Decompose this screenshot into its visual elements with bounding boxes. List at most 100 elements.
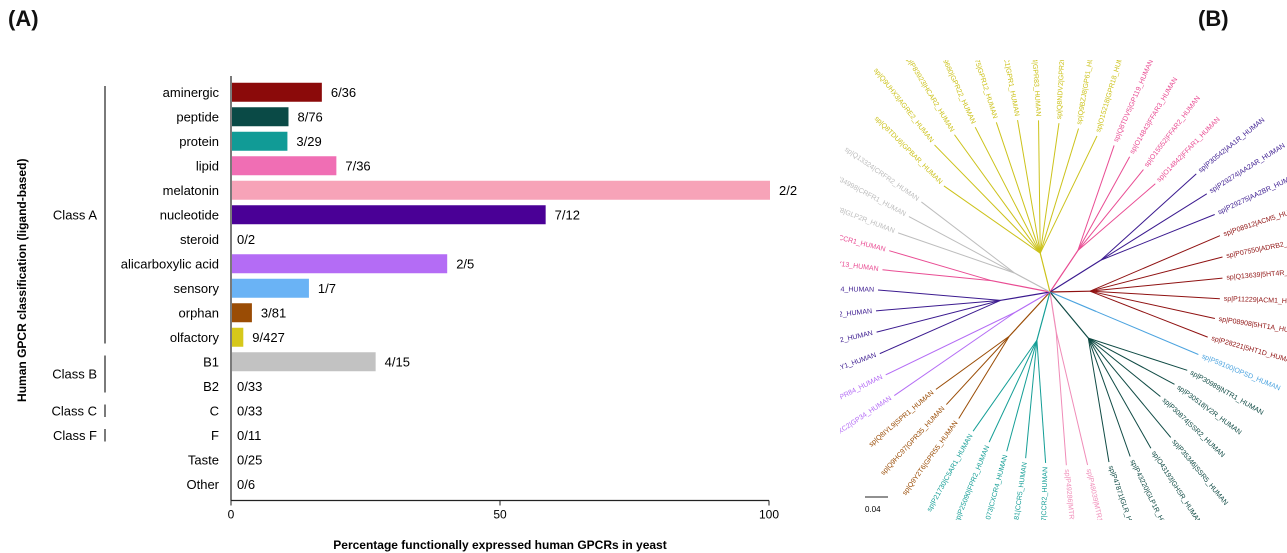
bar [232, 303, 252, 323]
x-tick-label: 100 [759, 508, 779, 522]
phylogenetic-tree: sp|Q8TDU6|GPBAR_HUMANsp|Q9UHX3|AGRE2_HUM… [840, 60, 1287, 520]
category-label: Taste [188, 452, 219, 467]
tree-branch [877, 289, 1001, 301]
tree-branch [1100, 214, 1215, 261]
bar [232, 107, 289, 127]
tree-leaf-label: sp|Q9BXC1|GPR1_HUMAN [997, 60, 1020, 117]
data-label: 4/15 [385, 354, 410, 369]
category-label: aminergic [163, 85, 220, 100]
category-label: C [210, 403, 219, 418]
tree-branch [995, 122, 1041, 254]
tree-branch [1077, 156, 1131, 251]
bar [232, 327, 244, 347]
tree-branch [1025, 340, 1038, 459]
tree-branch [1006, 340, 1038, 452]
bar [232, 131, 288, 151]
tree-branch [1089, 290, 1220, 300]
tree-branch [908, 216, 1015, 274]
bar [232, 82, 322, 102]
tree-branch [1077, 169, 1144, 251]
category-label: Other [186, 477, 219, 492]
tree-branch [1039, 253, 1051, 293]
data-label: 7/36 [345, 158, 370, 173]
tree-leaf-label: sp|Q9BXC2|GP34_HUMAN [840, 395, 893, 449]
bar [232, 156, 337, 176]
tree-branch [1014, 272, 1051, 293]
category-label: F [211, 428, 219, 443]
bar [232, 180, 770, 200]
tree-leaf-label: sp|P11229|ACM1_HUMAN [1224, 296, 1287, 306]
group-label: Class A [53, 207, 97, 222]
tree-branch [1036, 291, 1051, 341]
tree-branch [1055, 331, 1089, 466]
tree-branch [921, 201, 1016, 274]
tree-branch [1087, 337, 1172, 438]
category-label: alicarboxylic acid [121, 256, 219, 271]
data-label: 8/76 [297, 109, 322, 124]
tree-leaf-label: sp|P41231|P2RY2_HUMAN [840, 330, 874, 356]
tree-leaf-label: sp|Q9HC97|GPR35_HUMAN [880, 405, 947, 477]
tree-branch [889, 250, 992, 282]
tree-leaf-label: sp|P07550|ADRB2_HUMAN [1226, 236, 1287, 260]
tree-leaf-label: sp|Q9NYM4|GPR83_HUMAN [1028, 60, 1041, 117]
tree-branch [1088, 337, 1175, 385]
data-label: 2/2 [779, 183, 797, 198]
tree-branch [1008, 291, 1051, 337]
category-label: peptide [176, 109, 219, 124]
category-label: nucleotide [160, 207, 219, 222]
tree-branch [1087, 337, 1152, 449]
data-label: 0/2 [237, 232, 255, 247]
tree-leaf-label: sp|P41597|CCR2_HUMAN [1040, 467, 1049, 520]
category-label: melatonin [163, 183, 219, 198]
group-label: Class B [52, 367, 97, 382]
tree-branch [875, 299, 1001, 312]
data-label: 0/11 [237, 428, 261, 443]
tree-branch [1077, 145, 1115, 251]
tree-branch [945, 335, 1010, 405]
tree-branch [1017, 119, 1041, 254]
x-tick-label: 50 [493, 508, 507, 522]
tree-branch [1088, 337, 1188, 371]
tree-branch [1055, 331, 1067, 466]
bar [232, 352, 376, 372]
tree-branch [934, 144, 1041, 254]
category-label: sensory [173, 281, 219, 296]
tree-branch [1015, 291, 1051, 313]
bar [232, 254, 448, 274]
tree-branch [1089, 277, 1223, 292]
tree-branch [1089, 290, 1208, 338]
tree-branch [1036, 340, 1047, 463]
category-label: orphan [179, 305, 219, 320]
tree-branch [1049, 250, 1079, 293]
category-label: B1 [203, 354, 219, 369]
tree-branch [1089, 290, 1215, 319]
tree-branch [1087, 337, 1131, 457]
x-tick-label: 0 [228, 508, 235, 522]
tree-branch [988, 340, 1038, 443]
tree-branch [882, 269, 992, 282]
tree-branch [1087, 338, 1110, 463]
tree-branch [1089, 235, 1221, 292]
tree-branch [974, 126, 1041, 254]
tree-branch [972, 339, 1038, 432]
tree-branch [897, 232, 1015, 274]
data-label: 6/36 [331, 85, 356, 100]
data-label: 0/33 [237, 403, 262, 418]
tree-leaf-label: sp|P08908|5HT1A_HUMAN [1218, 316, 1287, 337]
category-label: lipid [196, 158, 219, 173]
tree-branch [1049, 290, 1091, 293]
tree-leaf-label: sp|Q9Y2T6|GPR55_HUMAN [901, 420, 959, 497]
tree-branch [1100, 173, 1197, 261]
x-axis-title: Percentage functionally expressed human … [333, 538, 666, 552]
tree-branch [1038, 120, 1041, 254]
tree-branch [1039, 135, 1098, 254]
data-label: 9/427 [252, 330, 285, 345]
bar [232, 205, 546, 225]
tree-leaf-label: sp|P48039|MTR1A_HUMAN [1085, 468, 1111, 520]
data-label: 2/5 [456, 256, 474, 271]
tree-branch [1039, 123, 1060, 254]
category-label: olfactory [170, 330, 220, 345]
tree-leaf-label: sp|P49286|MTR1B_HUMAN [1063, 469, 1078, 520]
tree-leaf-label: sp|P30874|SSR2_HUMAN [1161, 397, 1226, 459]
tree-branch [1000, 291, 1051, 301]
